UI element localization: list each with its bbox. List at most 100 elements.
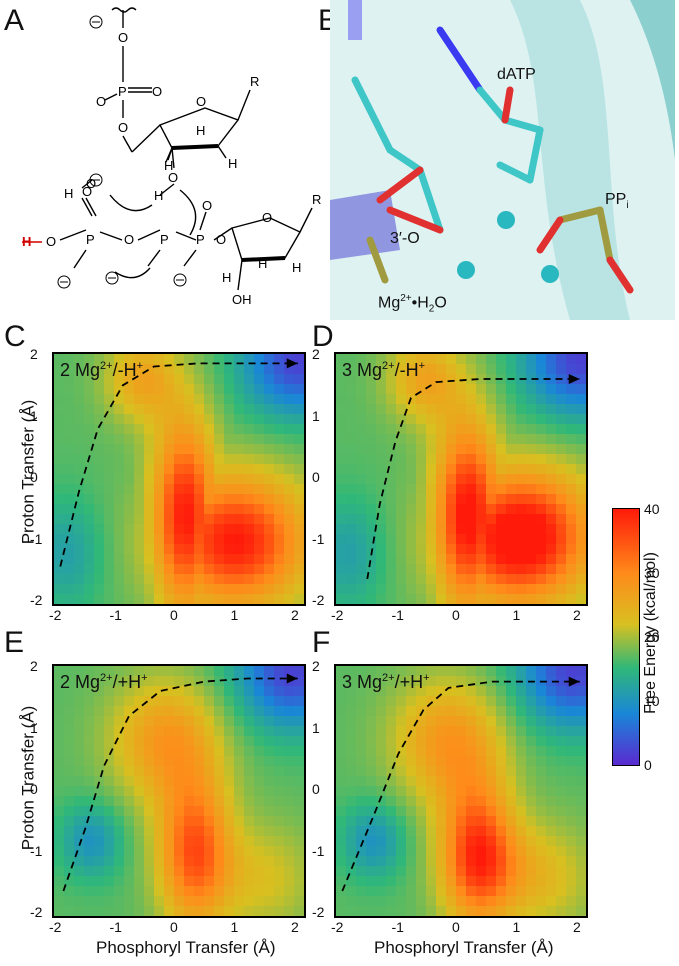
heatmap-cell: [164, 544, 175, 555]
heatmap-cell: [94, 766, 105, 777]
heatmap-cell: [284, 896, 295, 907]
heatmap-cell: [406, 424, 417, 435]
heatmap-cell: [84, 494, 95, 505]
heatmap-cell: [496, 464, 507, 475]
heatmap-cell: [274, 594, 285, 604]
heatmap-cell: [254, 394, 265, 405]
heatmap-cell: [184, 594, 195, 604]
heatmap-cell: [466, 384, 477, 395]
heatmap-cell: [556, 676, 567, 687]
heatmap-cell: [556, 756, 567, 767]
heatmap-cell: [486, 504, 497, 515]
heatmap-cell: [244, 414, 255, 425]
heatmap-cell: [274, 676, 285, 687]
heatmap-cell: [54, 856, 65, 867]
heatmap-cell: [336, 494, 347, 505]
heatmap-cell: [204, 766, 215, 777]
heatmap-cell: [506, 806, 517, 817]
heatmap-cell: [284, 554, 295, 565]
heatmap-cell: [124, 524, 135, 535]
heatmap-cell: [264, 534, 275, 545]
heatmap-cell: [264, 384, 275, 395]
heatmap-cell: [556, 746, 567, 757]
heatmap-cell: [194, 716, 205, 727]
heatmap-cell: [426, 544, 437, 555]
heatmap-cell: [366, 736, 377, 747]
heatmap-cell: [144, 776, 155, 787]
heatmap-cell: [396, 564, 407, 575]
heatmap-cell: [416, 474, 427, 485]
heatmap-cell: [366, 786, 377, 797]
heatmap-cell: [466, 354, 477, 365]
heatmap-cell: [224, 424, 235, 435]
heatmap-cell: [476, 826, 487, 837]
heatmap-cell: [506, 524, 517, 535]
heatmap-cell: [104, 474, 115, 485]
heatmap-cell: [456, 444, 467, 455]
heatmap-cell: [436, 384, 447, 395]
heatmap-cell: [264, 786, 275, 797]
heatmap-cell: [184, 796, 195, 807]
heatmap-cell: [376, 424, 387, 435]
heatmap-cell: [376, 666, 387, 677]
heatmap-cell: [194, 856, 205, 867]
heatmap-cell: [526, 404, 537, 415]
heatmap-cell: [446, 766, 457, 777]
heatmap-cell: [466, 866, 477, 877]
heatmap-cell: [336, 464, 347, 475]
heatmap-cell: [84, 736, 95, 747]
heatmap-cell: [536, 726, 547, 737]
heatmap-cell: [436, 524, 447, 535]
heatmap-cell: [416, 564, 427, 575]
heatmap-cell: [124, 484, 135, 495]
heatmap-cell: [274, 494, 285, 505]
heatmap-cell: [104, 434, 115, 445]
xtick-e-2: 0: [170, 919, 178, 935]
heatmap-cell: [496, 796, 507, 807]
heatmap-cell: [476, 574, 487, 585]
heatmap-cell: [466, 574, 477, 585]
heatmap-cell: [154, 866, 165, 877]
heatmap-cell: [234, 414, 245, 425]
heatmap-cell: [244, 554, 255, 565]
heatmap-cell: [154, 434, 165, 445]
heatmap-cell: [124, 666, 135, 677]
heatmap-cell: [416, 514, 427, 525]
heatmap-cell: [234, 584, 245, 595]
heatmap-cell: [536, 454, 547, 465]
heatmap-cell: [254, 474, 265, 485]
heatmap-cell: [174, 696, 185, 707]
heatmap-cell: [366, 756, 377, 767]
heatmap-cell: [94, 786, 105, 797]
heatmap-cell: [94, 564, 105, 575]
heatmap-cell: [446, 666, 457, 677]
heatmap-cell: [114, 434, 125, 445]
heatmap-cell: [284, 706, 295, 717]
heatmap-cell: [194, 686, 205, 697]
heatmap-cell: [204, 726, 215, 737]
heatmap-cell: [446, 676, 457, 687]
heatmap-cell: [254, 494, 265, 505]
heatmap-cell: [366, 484, 377, 495]
heatmap-cell: [386, 464, 397, 475]
heatmap-cell: [224, 836, 235, 847]
heatmap-cell: [346, 796, 357, 807]
heatmap-cell: [556, 886, 567, 897]
heatmap-cell: [284, 756, 295, 767]
heatmap-cell: [566, 716, 577, 727]
heatmap-cell: [244, 544, 255, 555]
heatmap-cell: [214, 514, 225, 525]
heatmap-cell: [104, 524, 115, 535]
heatmap-cell: [496, 534, 507, 545]
heatmap-cell: [154, 676, 165, 687]
heatmap-cell: [506, 454, 517, 465]
heatmap-cell: [406, 534, 417, 545]
heatmap-cell: [406, 876, 417, 887]
heatmap-cell: [446, 474, 457, 485]
heatmap-cell: [526, 756, 537, 767]
heatmap-cell: [456, 594, 467, 604]
heatmap-cell: [376, 736, 387, 747]
heatmap-cell: [234, 676, 245, 687]
heatmap-cell: [336, 534, 347, 545]
heatmap-cell: [114, 474, 125, 485]
